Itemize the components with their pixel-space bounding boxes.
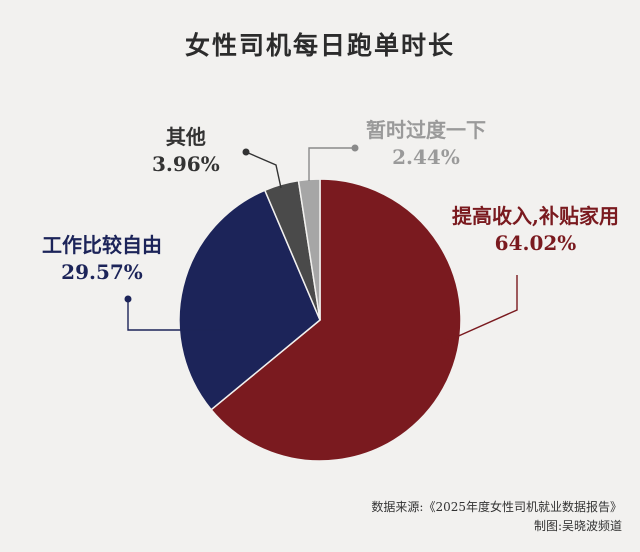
- source-note: 数据来源:《2025年度女性司机就业数据报告》: [371, 500, 622, 514]
- label-income: 提高收入,补贴家用 64.02%: [452, 203, 619, 257]
- label-other: 其他 3.96%: [152, 124, 220, 178]
- label-freedom-name: 工作比较自由: [42, 233, 162, 257]
- label-income-value: 64.02%: [494, 231, 577, 255]
- label-other-name: 其他: [165, 125, 206, 149]
- label-temporary-name: 暂时过度一下: [366, 118, 486, 142]
- leader-income: [444, 275, 518, 343]
- leader-temporary-dot: [351, 144, 359, 152]
- chart-title: 女性司机每日跑单时长: [184, 31, 455, 60]
- pie-slices: [178, 178, 462, 462]
- leader-other: [245, 151, 282, 189]
- leader-temporary: [308, 147, 355, 181]
- leader-freedom: [127, 299, 225, 331]
- label-other-value: 3.96%: [152, 152, 220, 176]
- label-income-name: 提高收入,补贴家用: [452, 204, 619, 228]
- slice-income: [210, 178, 462, 462]
- leader-lines: [124, 144, 518, 346]
- leader-other-dot: [242, 148, 250, 156]
- label-temporary-value: 2.44%: [392, 145, 460, 169]
- leader-freedom-dot: [124, 295, 132, 303]
- leader-income-dot: [441, 338, 449, 346]
- label-freedom-value: 29.57%: [61, 260, 143, 284]
- label-temporary: 暂时过度一下 2.44%: [366, 117, 486, 171]
- label-freedom: 工作比较自由 29.57%: [42, 232, 162, 286]
- slice-freedom: [178, 189, 321, 411]
- credit-note: 制图:吴晓波频道: [533, 519, 622, 533]
